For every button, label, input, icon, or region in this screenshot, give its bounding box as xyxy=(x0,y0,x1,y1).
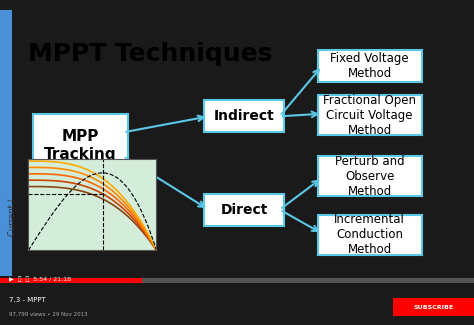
FancyBboxPatch shape xyxy=(318,95,422,135)
Text: Fractional Open
Circuit Voltage
Method: Fractional Open Circuit Voltage Method xyxy=(323,94,416,136)
Text: MPPT Techniques: MPPT Techniques xyxy=(28,42,273,66)
Text: Fixed Voltage
Method: Fixed Voltage Method xyxy=(330,52,409,80)
FancyBboxPatch shape xyxy=(318,215,422,255)
Text: 7.3 - MPPT: 7.3 - MPPT xyxy=(9,297,46,303)
Text: ▶  ⏭  🔊  5:54 / 21:18: ▶ ⏭ 🔊 5:54 / 21:18 xyxy=(9,277,72,282)
Text: Power P: Power P xyxy=(142,201,151,234)
Text: SUBSCRIBE: SUBSCRIBE xyxy=(414,305,454,310)
FancyBboxPatch shape xyxy=(204,194,284,226)
Text: Current /: Current / xyxy=(7,199,16,236)
Bar xyxy=(0,10,12,276)
Text: ...: ... xyxy=(142,224,150,233)
Text: MPP
Tracking: MPP Tracking xyxy=(44,129,117,162)
Text: Direct: Direct xyxy=(220,202,268,217)
Text: 97,799 views • 29 Nov 2013: 97,799 views • 29 Nov 2013 xyxy=(9,312,88,317)
Text: Incremental
Conduction
Method: Incremental Conduction Method xyxy=(334,214,405,256)
FancyBboxPatch shape xyxy=(393,298,474,316)
Bar xyxy=(0,278,142,283)
FancyBboxPatch shape xyxy=(318,50,422,82)
FancyBboxPatch shape xyxy=(318,156,422,196)
Text: Indirect: Indirect xyxy=(214,109,274,124)
FancyBboxPatch shape xyxy=(33,114,128,178)
FancyBboxPatch shape xyxy=(204,100,284,132)
Text: Perturb and
Observe
Method: Perturb and Observe Method xyxy=(335,155,404,198)
Text: Voltage V: Voltage V xyxy=(50,224,92,233)
Bar xyxy=(142,278,474,283)
